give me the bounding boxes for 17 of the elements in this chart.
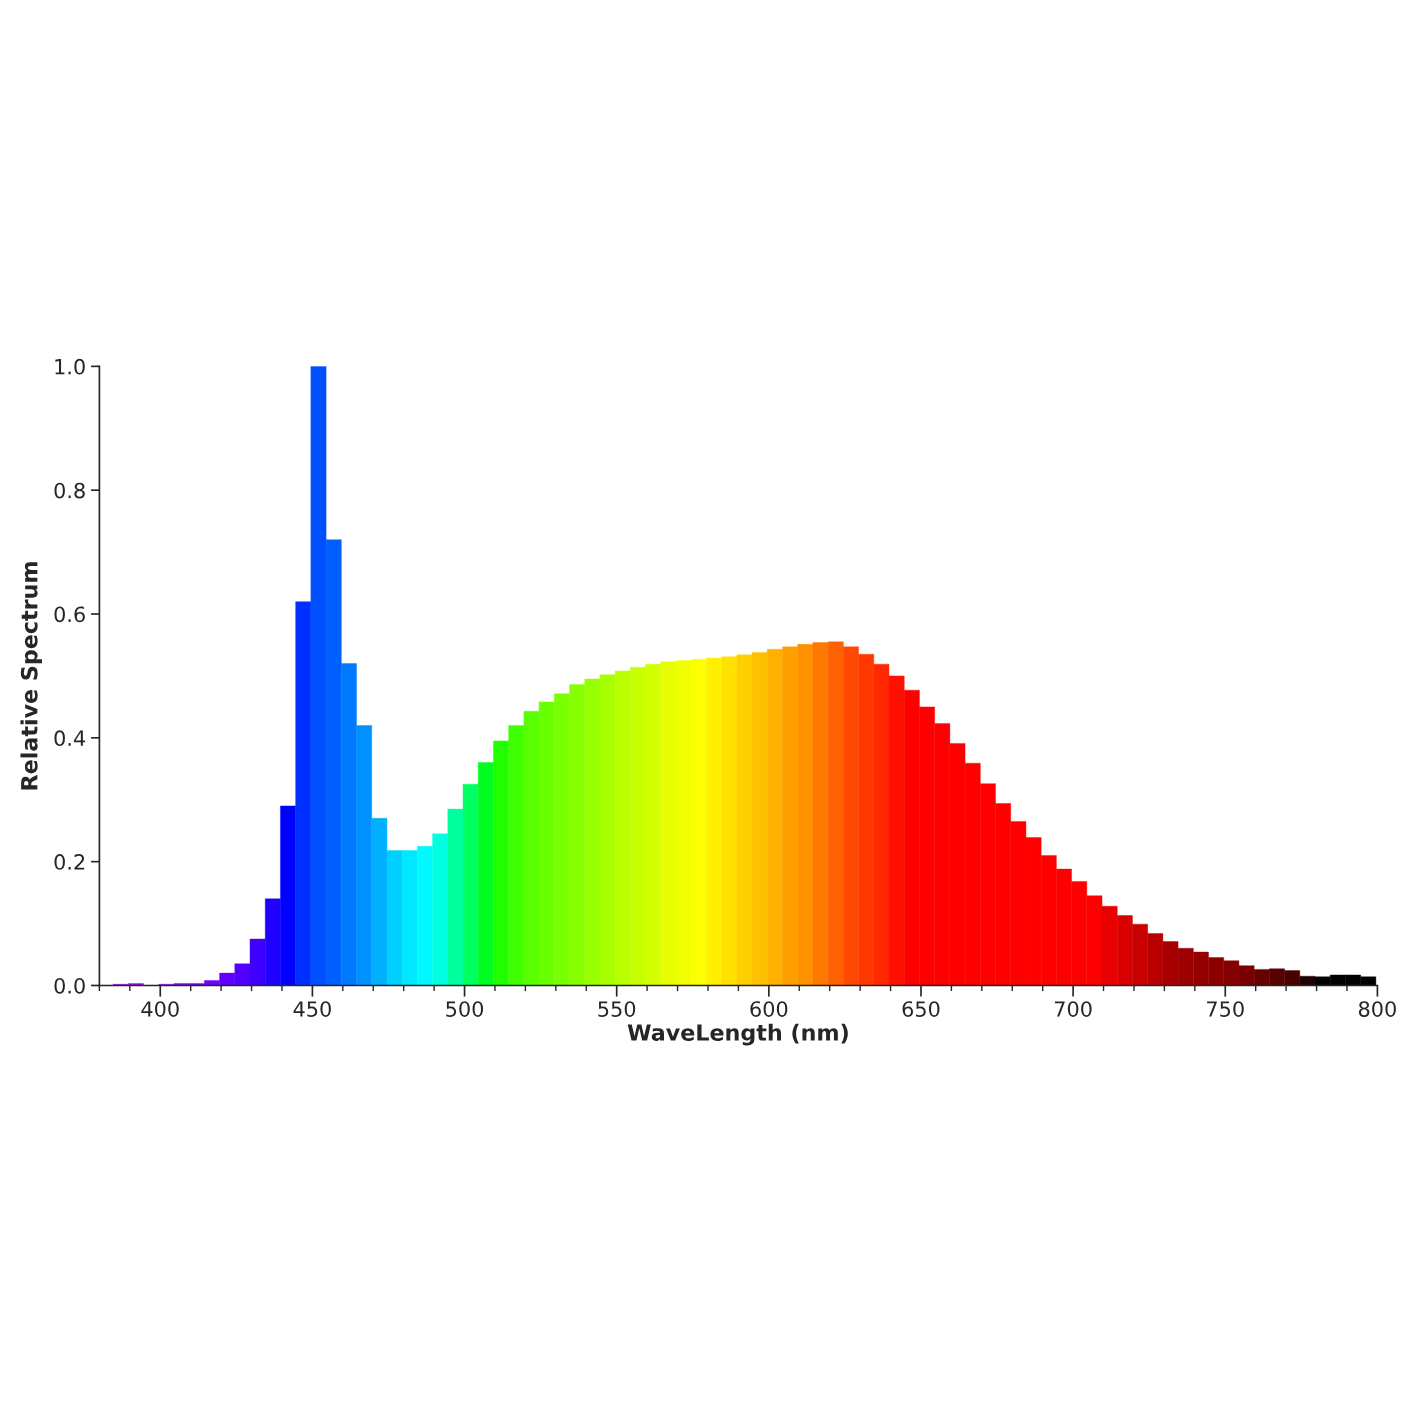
x-tick-label: 450: [293, 1001, 331, 1017]
x-tick-label: 600: [750, 1001, 788, 1017]
y-tick-label: 0.0: [54, 977, 85, 994]
y-tick-label: 0.6: [54, 606, 85, 623]
x-tick-label: 400: [141, 1001, 179, 1017]
x-tick-label: 750: [1207, 1001, 1244, 1017]
y-tick-label: 0.2: [54, 854, 85, 870]
x-tick-label: 800: [1358, 1001, 1396, 1017]
x-tick-label: 700: [1054, 1001, 1092, 1017]
x-axis-title: WaveLength (nm): [627, 1023, 848, 1046]
y-tick-label: 1.0: [55, 358, 85, 375]
y-axis-title: Relative Spectrum: [20, 562, 42, 790]
y-tick-label: 0.8: [54, 482, 85, 499]
y-tick-label: 0.4: [54, 730, 86, 747]
x-tick-label: 550: [598, 1001, 636, 1017]
x-tick-label: 650: [902, 1001, 940, 1017]
x-tick-label: 500: [446, 1001, 484, 1017]
